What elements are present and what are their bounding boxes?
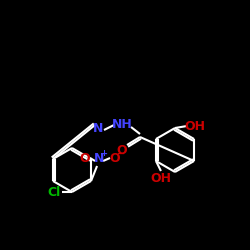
Text: Cl: Cl: [48, 186, 60, 198]
Text: +: +: [100, 150, 107, 158]
Text: N: N: [94, 152, 104, 166]
Text: O: O: [110, 152, 120, 164]
Text: OH: OH: [150, 172, 172, 186]
Text: O: O: [117, 144, 127, 156]
Text: N: N: [93, 122, 103, 136]
Text: OH: OH: [184, 120, 206, 132]
Text: −: −: [117, 149, 125, 159]
Text: NH: NH: [112, 118, 132, 132]
Text: O: O: [80, 152, 90, 164]
